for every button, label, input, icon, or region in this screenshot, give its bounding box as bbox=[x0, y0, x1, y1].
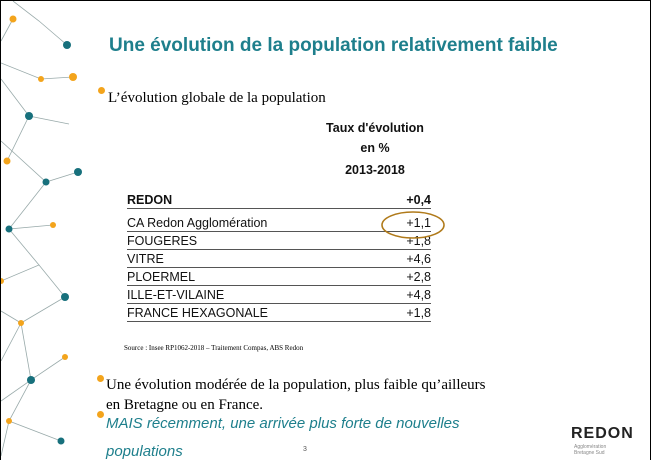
row-label: PLOERMEL bbox=[127, 270, 196, 284]
row-label: CA Redon Agglomération bbox=[127, 216, 268, 230]
table-header: 2013-2018 bbox=[345, 163, 405, 177]
row-value: +0,4 bbox=[406, 193, 431, 207]
table-row: REDON +0,4 bbox=[127, 191, 431, 209]
highlight-line: populations bbox=[106, 443, 183, 460]
table-row: ILLE-ET-VILAINE +4,8 bbox=[127, 286, 431, 304]
row-value: +1,8 bbox=[406, 306, 431, 320]
source: Source : Insee RP1062-2018 – Traitement … bbox=[124, 344, 304, 352]
bullet: L’évolution globale de la population bbox=[108, 90, 326, 106]
logo-subtitle: Agglomération bbox=[574, 444, 607, 450]
bullet-dot bbox=[97, 375, 104, 382]
logo: REDON bbox=[571, 425, 634, 442]
conclusion-line: Une évolution modérée de la population, … bbox=[106, 377, 486, 393]
table-row: FRANCE HEXAGONALE +1,8 bbox=[127, 304, 431, 322]
slide-title: Une évolution de la population relativem… bbox=[109, 35, 558, 56]
table-row: VITRE +4,6 bbox=[127, 250, 431, 268]
table-header: Taux d'évolution bbox=[326, 121, 424, 135]
row-value: +4,8 bbox=[406, 288, 431, 302]
row-label: REDON bbox=[127, 193, 173, 207]
row-value: +1,1 bbox=[406, 216, 431, 230]
conclusion-line: en Bretagne ou en France. bbox=[106, 397, 264, 413]
highlight-ellipse bbox=[381, 211, 445, 239]
row-label: FOUGERES bbox=[127, 234, 198, 248]
table-row: PLOERMEL +2,8 bbox=[127, 268, 431, 286]
table-row: CA Redon Agglomération +1,1 bbox=[127, 214, 431, 232]
row-label: ILLE-ET-VILAINE bbox=[127, 288, 225, 302]
highlight-line: MAIS récemment, une arrivée plus forte d… bbox=[106, 415, 460, 432]
page-number: 3 bbox=[303, 446, 307, 453]
logo-subtitle: Bretagne Sud bbox=[574, 450, 605, 456]
row-label: VITRE bbox=[127, 252, 164, 266]
row-value: +4,6 bbox=[406, 252, 431, 266]
table-header: en % bbox=[360, 141, 390, 155]
bullet-dot bbox=[98, 87, 105, 94]
decoration-network bbox=[1, 1, 82, 457]
row-value: +2,8 bbox=[406, 270, 431, 284]
table: Taux d'évolution en % 2013-2018 REDON +0,… bbox=[121, 117, 441, 331]
bullet-dot bbox=[97, 411, 104, 418]
row-label: FRANCE HEXAGONALE bbox=[127, 306, 269, 320]
